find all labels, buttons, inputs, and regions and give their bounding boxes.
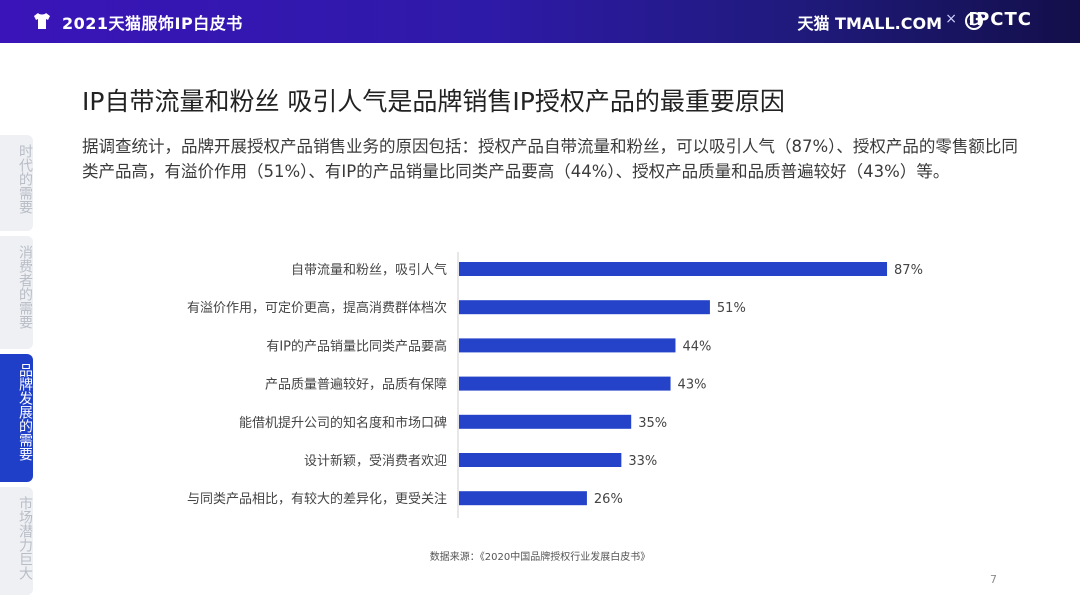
bar <box>459 262 888 276</box>
sidebar-item-consumer-needs[interactable]: 消费者的需要 <box>0 236 33 349</box>
bar <box>459 414 632 429</box>
sidebar-item-era-needs[interactable]: 时代的需要 <box>0 135 33 231</box>
smiley-face-icon <box>965 12 983 30</box>
category-label: 与同类产品相比，有较大的差异化，更受关注 <box>187 491 447 507</box>
page-number: 7 <box>990 573 997 586</box>
page-title: IP自带流量和粉丝 吸引人气是品牌销售IP授权产品的最重要原因 <box>82 87 785 116</box>
tshirt-icon <box>34 13 50 29</box>
sidebar-item-brand-needs[interactable]: 品牌发展的需要 <box>0 354 33 482</box>
bar <box>459 376 671 391</box>
bar <box>459 453 622 467</box>
sidebar-item-label: 消费者的需要 <box>17 245 33 329</box>
tmall-logo-text: 天猫 TMALL.COM <box>797 14 942 33</box>
sidebar-item-label: 时代的需要 <box>17 144 33 214</box>
report-title: 2021天猫服饰IP白皮书 <box>62 14 243 33</box>
sidebar-item-label: 品牌发展的需要 <box>17 363 33 461</box>
bar <box>459 338 676 353</box>
top-header-bar: 2021天猫服饰IP白皮书 天猫 TMALL.COM × IPCTC <box>0 0 1080 43</box>
bar <box>459 491 587 506</box>
category-label: 能借机提升公司的知名度和市场口碑 <box>239 415 447 431</box>
category-label: 设计新颖，受消费者欢迎 <box>304 453 447 469</box>
collab-separator: × <box>945 11 957 27</box>
bar-value-label: 43% <box>678 378 707 393</box>
category-label: 自带流量和粉丝，吸引人气 <box>291 262 447 278</box>
bar-value-label: 26% <box>594 492 623 507</box>
bar-value-label: 35% <box>638 416 667 431</box>
bar-value-label: 33% <box>628 454 657 469</box>
bar <box>459 300 710 315</box>
category-label: 有溢价作用，可定价更高，提高消费群体档次 <box>187 300 447 316</box>
ipctc-logo: IPCTC <box>968 9 1032 30</box>
sidebar-item-market-potential[interactable]: 市场潜力巨大 <box>0 487 33 595</box>
bar-value-label: 44% <box>682 339 711 354</box>
bar-value-label: 51% <box>717 301 746 316</box>
sidebar-item-label: 市场潜力巨大 <box>17 496 33 580</box>
data-source-note: 数据来源：《2020中国品牌授权行业发展白皮书》 <box>429 552 651 563</box>
intro-paragraph: 据调查统计，品牌开展授权产品销售业务的原因包括：授权产品自带流量和粉丝，可以吸引… <box>82 137 1018 181</box>
category-label: 产品质量普遍较好，品质有保障 <box>265 377 447 393</box>
category-label: 有IP的产品销量比同类产品要高 <box>266 338 447 354</box>
bar-value-label: 87% <box>894 263 923 278</box>
